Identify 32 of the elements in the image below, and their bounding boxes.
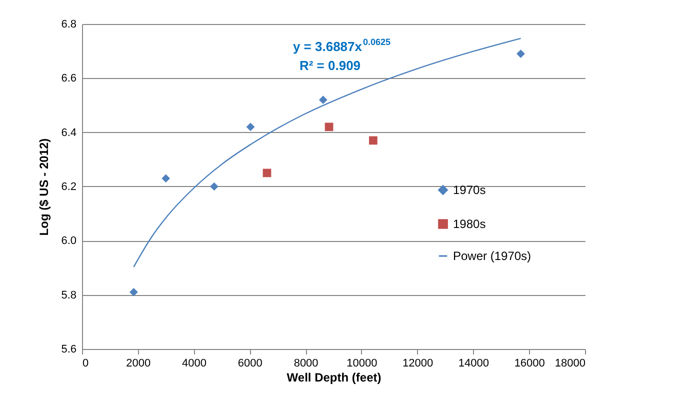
x-tick-label: 0 [82, 358, 89, 370]
point [246, 122, 255, 132]
x-tick-label: 12000 [402, 358, 434, 370]
legend-label: 1980s [453, 217, 486, 231]
x-tick-label: 16000 [514, 358, 545, 370]
y-axis-title: Log ($ US - 2012) [37, 138, 52, 236]
x-tick-label: 14000 [458, 358, 490, 370]
x-tick-label: 10000 [346, 358, 378, 370]
point [162, 174, 170, 183]
point [369, 136, 378, 145]
y-tick-label: 5.8 [61, 289, 76, 302]
y-tick-label: 6.0 [61, 235, 76, 248]
x-tick-label: 8000 [294, 358, 318, 370]
y-tick-label: 6.4 [61, 126, 76, 139]
y-tick-label: 5.6 [61, 344, 76, 356]
y-tick-label: 6.8 [61, 18, 76, 30]
annotation: R² = 0.909 [299, 58, 361, 73]
x-tick-label: 4000 [182, 358, 207, 370]
x-axis-title: Well Depth (feet) [286, 370, 382, 384]
point [262, 168, 272, 178]
point [318, 96, 328, 104]
legend-label: Power (1970s) [453, 249, 532, 263]
point [210, 182, 218, 191]
x-tick-label: 6000 [238, 358, 262, 370]
x-tick-label: 2000 [126, 358, 151, 370]
legend-label: 1970s [453, 183, 486, 197]
y-tick-label: 6.6 [61, 72, 76, 85]
point [516, 50, 525, 58]
point [130, 288, 138, 296]
x-tick-label: 18000 [554, 358, 586, 370]
point [324, 122, 334, 132]
y-tick-label: 6.2 [61, 181, 76, 193]
